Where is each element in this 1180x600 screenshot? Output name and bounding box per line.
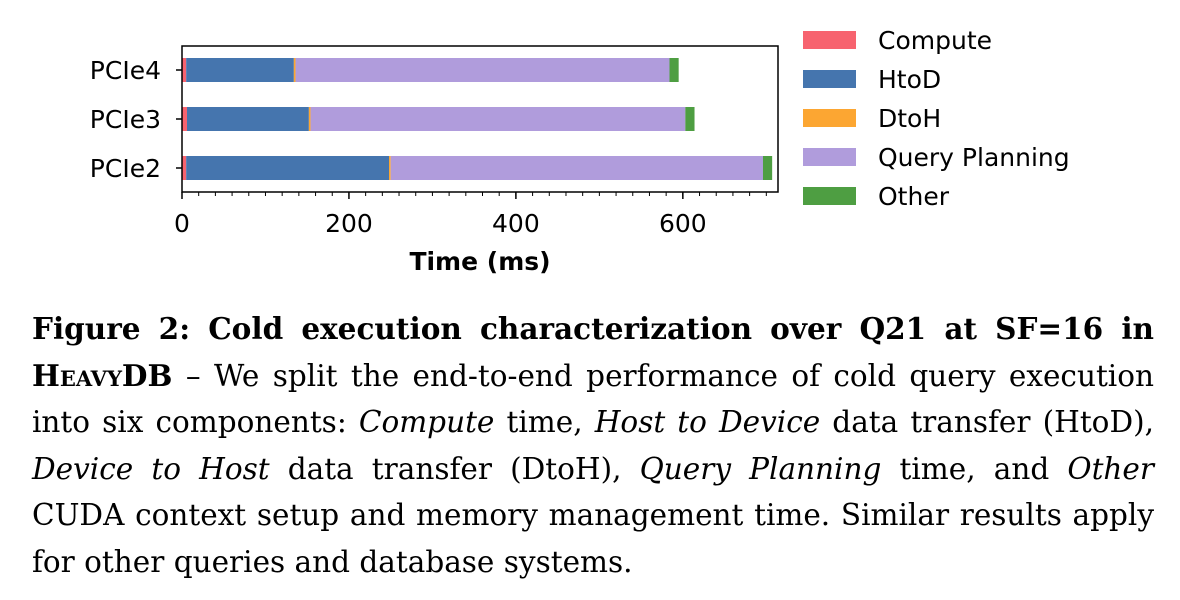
caption-text-part: time, <box>494 405 594 439</box>
stacked-bar-chart: PCIe4 PCIe3 PCIe2 0 200 400 600 Time (ms) Comput… <box>0 0 1180 290</box>
caption-system-name: HeavyDB <box>32 358 172 393</box>
caption-text-part: Compute <box>359 405 495 439</box>
caption-text-part: CUDA context setup and memory management… <box>32 498 1154 579</box>
bar-segment <box>187 107 309 131</box>
y-tick-label: PCIe4 <box>90 56 161 85</box>
legend-label: Compute <box>878 26 992 55</box>
figure-chart: PCIe4 PCIe3 PCIe2 0 200 400 600 Time (ms) Comput… <box>0 0 1180 290</box>
caption-body: – We split the end-to-end performance of… <box>32 359 1154 579</box>
bar-segment <box>309 107 311 131</box>
caption-text-part: Query Planning <box>640 452 882 486</box>
caption-label: Figure 2: Cold execution characterizatio… <box>32 311 1154 346</box>
x-tick-label: 400 <box>492 209 540 238</box>
bar-segment <box>389 156 391 180</box>
caption-text-part: data transfer (HtoD), <box>820 405 1154 439</box>
legend-swatch <box>803 109 856 127</box>
caption-text-part: Host to Device <box>595 405 821 439</box>
legend-label: Query Planning <box>878 143 1070 172</box>
y-tick-label: PCIe3 <box>90 105 161 134</box>
bar-segment <box>296 58 670 82</box>
x-tick-label: 600 <box>659 209 707 238</box>
bar-segment <box>182 107 187 131</box>
figure-caption: Figure 2: Cold execution characterizatio… <box>32 306 1154 585</box>
caption-text-part: time, and <box>881 452 1067 486</box>
legend-swatch <box>803 31 856 49</box>
bar-segment <box>763 156 772 180</box>
bar-segment <box>186 58 294 82</box>
bar-segment <box>311 107 686 131</box>
caption-text-part: data transfer (DtoH), <box>270 452 640 486</box>
x-tick-label: 0 <box>174 209 190 238</box>
legend-swatch <box>803 148 856 166</box>
caption-text-part: Other <box>1067 452 1154 486</box>
y-tick-label: PCIe2 <box>90 154 161 183</box>
bar-segment <box>294 58 296 82</box>
bar-segment <box>186 156 389 180</box>
legend-label: Other <box>878 182 950 211</box>
bar-segment <box>685 107 694 131</box>
legend-swatch <box>803 70 856 88</box>
x-tick-label: 200 <box>325 209 373 238</box>
legend-label: DtoH <box>878 104 941 133</box>
legend-swatch <box>803 187 856 205</box>
legend-label: HtoD <box>878 65 941 94</box>
x-axis-label: Time (ms) <box>409 247 550 276</box>
bar-segment <box>669 58 678 82</box>
bar-segment <box>391 156 763 180</box>
caption-text-part: Device to Host <box>32 452 270 486</box>
